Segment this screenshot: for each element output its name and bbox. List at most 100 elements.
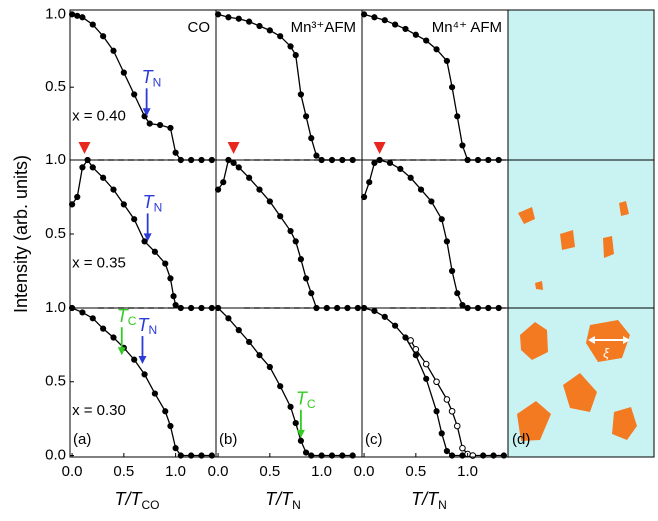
data-point [443, 238, 451, 245]
panel-d-top [507, 9, 655, 161]
data-point [225, 315, 232, 322]
data-point [156, 121, 164, 129]
xi-arrow-head [588, 336, 595, 344]
x-tick-label: 1.0 [311, 463, 332, 480]
data-line [217, 159, 358, 309]
data-point [287, 227, 294, 235]
data-line [217, 13, 353, 161]
data-point [459, 142, 466, 149]
domains [517, 201, 637, 441]
data-point [110, 186, 117, 193]
data-point [412, 346, 420, 353]
data-point [292, 52, 299, 59]
xi-label: ξ [603, 345, 610, 360]
x-axis-label: T/TCO [115, 489, 160, 512]
data-point [443, 57, 451, 65]
data-point [371, 14, 378, 21]
data-point [141, 371, 148, 378]
panel-label: (d) [512, 431, 530, 448]
data-point [459, 301, 466, 309]
data-point [381, 313, 388, 320]
data-point [454, 290, 461, 297]
data-point [68, 201, 76, 208]
data-point [172, 301, 179, 309]
annotation-label-sub: N [148, 323, 157, 337]
data-point [433, 408, 440, 415]
data-point [287, 43, 294, 50]
data-point [131, 216, 138, 223]
data-point [302, 275, 310, 282]
data-line [71, 13, 212, 161]
data-point [277, 33, 284, 40]
domain [560, 230, 575, 250]
data-point [443, 396, 451, 403]
data-point [167, 124, 174, 132]
x-axis-label-sub: CO [142, 498, 160, 512]
peak-marker [227, 142, 240, 154]
x-tick-label: 0.5 [113, 463, 134, 480]
data-point [454, 113, 461, 120]
data-point [402, 334, 409, 341]
annotation-label: x = 0.40 [72, 107, 126, 124]
data-point [162, 260, 169, 267]
data-point [423, 37, 430, 44]
y-tick-label: 0.5 [45, 373, 66, 390]
data-point [287, 403, 294, 410]
data-point [308, 135, 315, 142]
annotation-label-sub: C [128, 314, 137, 328]
data-point [266, 198, 273, 205]
panel-label: (a) [73, 431, 91, 448]
x-tick-label: 1.0 [165, 463, 186, 480]
data-point [89, 315, 96, 322]
data-line [71, 307, 212, 457]
data-point [79, 309, 86, 316]
data-point [266, 27, 273, 34]
data-point [214, 11, 222, 18]
data-point [167, 275, 174, 282]
data-point [74, 12, 81, 19]
data-point [120, 201, 127, 208]
domain [619, 201, 629, 216]
panel-label: (b) [219, 431, 237, 448]
data-line [363, 159, 499, 309]
data-point [131, 356, 138, 363]
y-tick-label: 0.5 [45, 225, 66, 242]
annotation-arrow-head [117, 347, 126, 356]
data-point [371, 159, 378, 167]
data-point [246, 174, 253, 181]
x-tick-label: 0.0 [354, 463, 375, 480]
annotation-arrow-head [142, 108, 151, 117]
domain [612, 407, 637, 440]
data-point [433, 46, 440, 53]
domain [563, 373, 597, 412]
data-point [100, 325, 107, 332]
data-point [146, 120, 153, 127]
x-axis-label: T/TN [411, 489, 447, 512]
data-point [448, 84, 456, 91]
data-point [141, 238, 148, 245]
data-point [443, 447, 451, 455]
data-point [412, 31, 419, 38]
data-line [363, 13, 499, 161]
x-axis-label: T/TN [265, 489, 301, 512]
data-point [407, 174, 414, 181]
data-point [172, 445, 179, 452]
domain [603, 236, 614, 258]
data-point [172, 149, 179, 156]
data-point [308, 290, 315, 297]
data-point [167, 422, 174, 430]
axes-frame [361, 307, 509, 458]
data-point [100, 33, 107, 40]
annotation-arrow-head [296, 429, 305, 438]
data-point [246, 18, 253, 25]
annotation-label: x = 0.30 [72, 402, 126, 419]
y-tick-label: 1.0 [45, 5, 66, 22]
annotation-label-sub: C [307, 397, 316, 411]
domain [517, 401, 551, 441]
data-point [313, 152, 320, 159]
data-point [297, 91, 305, 98]
x-tick-label: 0.0 [208, 463, 229, 480]
data-line [363, 307, 504, 457]
data-point [246, 338, 253, 346]
